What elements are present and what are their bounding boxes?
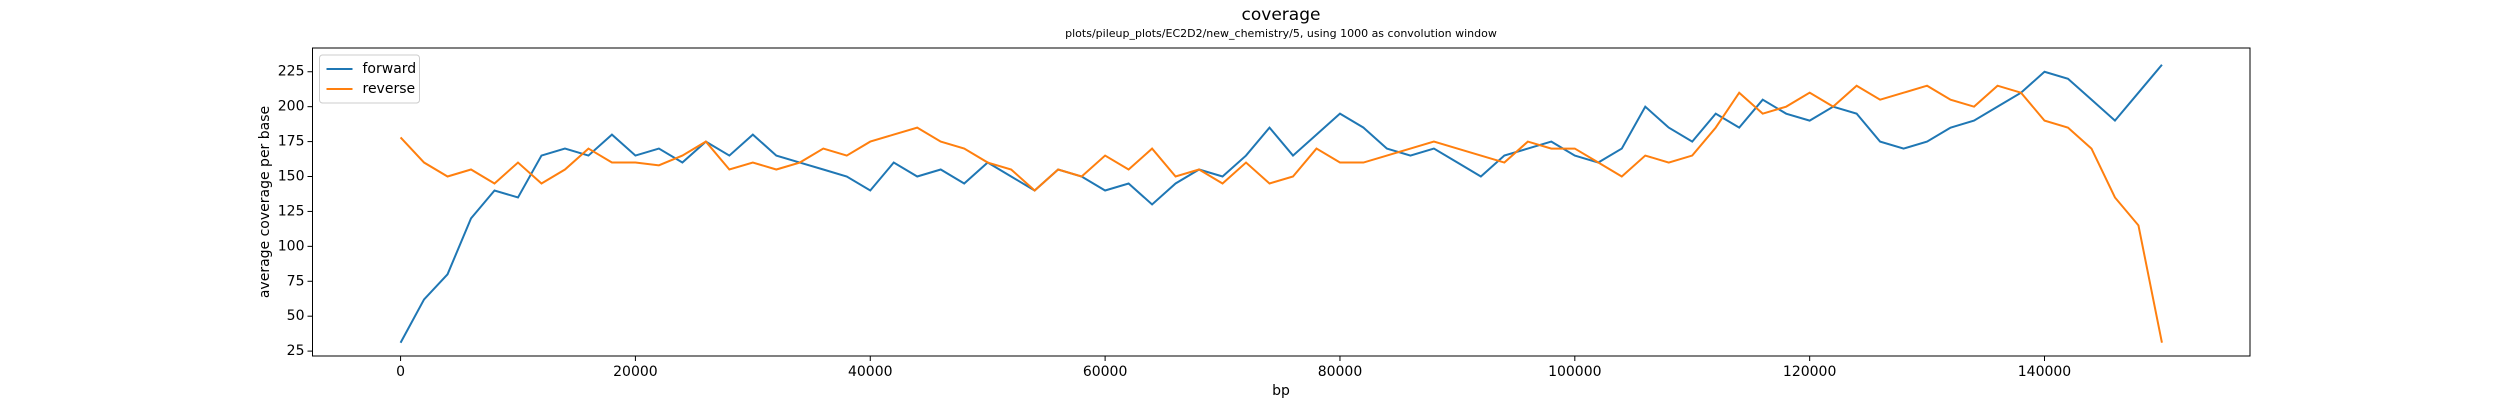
y-tick-label: 200 bbox=[278, 99, 305, 115]
x-tick-label: 80000 bbox=[1318, 364, 1363, 380]
y-tick-label: 175 bbox=[278, 134, 305, 150]
y-tick-label: 150 bbox=[278, 169, 305, 185]
legend-label: reverse bbox=[363, 81, 416, 97]
y-tick-label: 25 bbox=[287, 343, 305, 359]
y-tick-label: 100 bbox=[278, 238, 305, 254]
x-tick-label: 40000 bbox=[848, 364, 893, 380]
x-tick-label: 20000 bbox=[613, 364, 658, 380]
chart-title: coverage bbox=[1242, 5, 1321, 25]
series-line bbox=[399, 64, 2163, 344]
y-tick-label: 50 bbox=[287, 308, 305, 324]
y-axis-label: average coverage per base bbox=[257, 106, 273, 298]
x-tick-label: 120000 bbox=[1783, 364, 1836, 380]
x-tick-label: 60000 bbox=[1083, 364, 1128, 380]
x-tick-label: 0 bbox=[396, 364, 405, 380]
y-tick-label: 75 bbox=[287, 273, 305, 289]
y-tick-label: 225 bbox=[278, 64, 305, 80]
y-tick-label: 125 bbox=[278, 203, 305, 219]
x-tick-label: 100000 bbox=[1548, 364, 1601, 380]
plot-frame bbox=[312, 47, 2251, 357]
x-axis-label: bp bbox=[1272, 383, 1290, 399]
legend-label: forward bbox=[363, 61, 417, 77]
series-line bbox=[399, 84, 2163, 343]
chart-subtitle: plots/pileup_plots/EC2D2/new_chemistry/5… bbox=[1065, 27, 1497, 40]
x-tick-label: 140000 bbox=[2018, 364, 2071, 380]
legend-box bbox=[319, 54, 420, 104]
